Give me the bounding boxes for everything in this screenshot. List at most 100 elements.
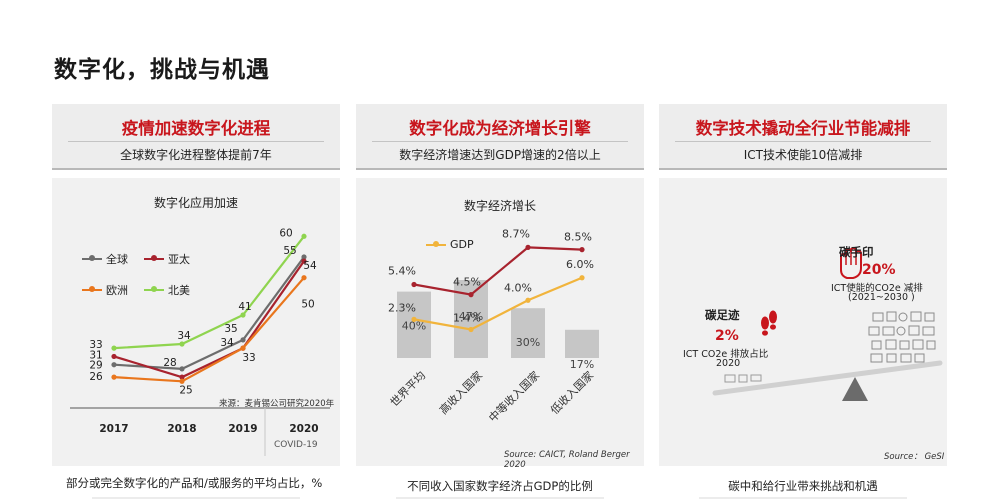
panel-digitalization: 疫情加速数字化进程 全球数字化进程整体提前7年 数字化应用加速 全球 亚太 欧洲…: [52, 104, 340, 504]
line-chart: 2017 2018 2019 2020333129263428254135343360…: [70, 227, 330, 456]
series-point: [411, 281, 417, 288]
panel-header: 数字技术撬动全行业节能减排 ICT技术使能10倍减排: [659, 104, 947, 170]
caption-divider: [699, 497, 907, 499]
series-line-0: [413, 246, 583, 296]
legend-label: 欧洲: [106, 284, 128, 297]
series-point: [468, 292, 474, 298]
data-label: 60: [279, 227, 292, 239]
hand-icon: [840, 246, 862, 279]
header-divider: [372, 141, 628, 142]
panel-title: 数字化成为经济增长引擎: [409, 119, 591, 138]
chart-title: 数字化应用加速: [153, 196, 238, 210]
series-line-3: [113, 235, 305, 350]
panel-subtitle: 全球数字化进程整体提前7年: [120, 148, 272, 162]
x-tick-label: 2017: [99, 423, 128, 435]
header-divider: [675, 141, 931, 142]
data-label: 33: [242, 352, 255, 364]
data-label: 31: [89, 349, 102, 361]
bar-label: 40%: [402, 320, 426, 333]
series-point: [301, 233, 307, 239]
panel-carbon: 数字技术撬动全行业节能减排 ICT技术使能10倍减排: [659, 104, 947, 504]
series-point: [411, 316, 417, 322]
data-label: 54: [303, 260, 317, 272]
data-label: 25: [179, 384, 192, 396]
legend-north-america: 北美: [144, 282, 190, 298]
handprint-value: 20%: [862, 262, 896, 278]
data-label: 4.5%: [453, 276, 481, 289]
series-point: [301, 254, 307, 260]
handprint-desc: ICT使能的CO2e 减排: [831, 283, 923, 294]
bar-label: 17%: [570, 358, 594, 371]
legend-global: 全球: [82, 251, 128, 267]
series-point: [240, 337, 246, 343]
data-label: 34: [220, 337, 234, 349]
industry-icons: [868, 311, 936, 363]
data-label: 2.3%: [388, 301, 416, 314]
legend-label: 北美: [168, 284, 190, 297]
panel-header: 疫情加速数字化进程 全球数字化进程整体提前7年: [52, 104, 340, 170]
legend-swatch: [144, 285, 164, 295]
legend-label: 亚太: [168, 253, 190, 266]
balance-beam: [712, 360, 943, 396]
legend-gdp: GDP: [426, 238, 474, 251]
series-line-2: [113, 276, 305, 383]
panel-subtitle: 数字经济增速达到GDP增速的2倍以上: [399, 148, 601, 162]
legend-label: 全球: [106, 253, 128, 266]
chart-area: [52, 178, 340, 466]
bar: [511, 308, 545, 358]
data-label: 35: [224, 323, 237, 335]
data-label: 33: [89, 339, 102, 351]
series-point: [111, 353, 117, 360]
series-point: [111, 345, 117, 351]
carbon-illustration: [712, 246, 943, 401]
panel-digital-economy: 数字化成为经济增长引擎 数字经济增速达到GDP增速的2倍以上 数字经济增长 GD…: [356, 104, 644, 504]
legend-swatch: [426, 240, 446, 250]
series-point: [240, 312, 246, 318]
panel-subtitle: ICT技术使能10倍减排: [743, 148, 863, 162]
series-point: [468, 326, 474, 333]
panel-title: 疫情加速数字化进程: [121, 119, 271, 138]
series-point: [240, 345, 246, 351]
series-point: [525, 244, 531, 250]
x-tick-label: 2018: [167, 423, 196, 435]
series-line-1: [113, 260, 305, 379]
data-label: 26: [89, 371, 103, 383]
data-label: 28: [163, 357, 176, 369]
series-point: [179, 378, 185, 384]
chart-title: 数字经济增长: [463, 199, 536, 213]
chart-caption: 部分或完全数字化的产品和/或服务的平均占比，%: [66, 476, 323, 490]
bar-label: 47%: [459, 310, 483, 323]
footprint-desc: ICT CO2e 排放占比: [683, 349, 769, 360]
series-point: [179, 366, 185, 372]
chart-source: Source： GeSI: [884, 452, 945, 462]
panel-header: 数字化成为经济增长引擎 数字经济增速达到GDP增速的2倍以上: [356, 104, 644, 170]
chart-caption: 碳中和给行业带来挑战和机遇: [728, 479, 878, 493]
caption-divider: [396, 497, 604, 499]
legend-europe: 欧洲: [82, 282, 128, 298]
x-tick-label: 低收入国家: [547, 368, 596, 417]
data-label: 4.0%: [504, 281, 532, 294]
legend-label: GDP: [450, 238, 474, 251]
page-title: 数字化，挑战与机遇: [54, 57, 270, 83]
series-point: [111, 362, 117, 368]
data-label: 50: [301, 299, 314, 311]
covid-label: COVID-19: [274, 440, 318, 450]
series-point: [301, 258, 307, 264]
x-tick-label: 世界平均: [388, 369, 428, 409]
device-icons: [724, 374, 762, 383]
legend-swatch: [82, 285, 102, 295]
balance-fulcrum: [842, 377, 868, 401]
header-divider: [68, 141, 324, 142]
footprint-value: 2%: [715, 328, 739, 344]
caption-divider: [92, 497, 300, 499]
legend-swatch: [144, 254, 164, 264]
x-tick-label: 高收入国家: [436, 368, 485, 417]
series-point: [579, 275, 585, 281]
handprint-period: (2021~2030 ): [848, 292, 915, 303]
data-label: 8.7%: [502, 227, 530, 240]
footprint-year: 2020: [716, 358, 741, 369]
x-tick-label: 2020: [289, 423, 318, 435]
x-tick-label: 中等收入国家: [486, 368, 543, 425]
footprint-icon: [761, 310, 777, 336]
